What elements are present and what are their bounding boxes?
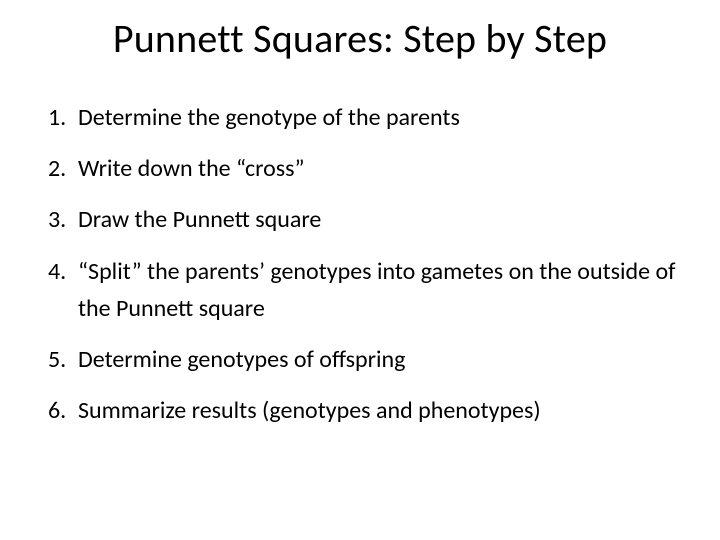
list-item: “Split” the parents’ genotypes into game… xyxy=(48,253,680,327)
slide-title: Punnett Squares: Step by Step xyxy=(40,14,680,63)
list-item: Determine genotypes of offspring xyxy=(48,341,680,378)
list-item: Draw the Punnett square xyxy=(48,201,680,238)
steps-list: Determine the genotype of the parents Wr… xyxy=(40,99,680,429)
list-item: Determine the genotype of the parents xyxy=(48,99,680,136)
list-item: Summarize results (genotypes and phenoty… xyxy=(48,392,680,429)
list-item: Write down the “cross” xyxy=(48,150,680,187)
